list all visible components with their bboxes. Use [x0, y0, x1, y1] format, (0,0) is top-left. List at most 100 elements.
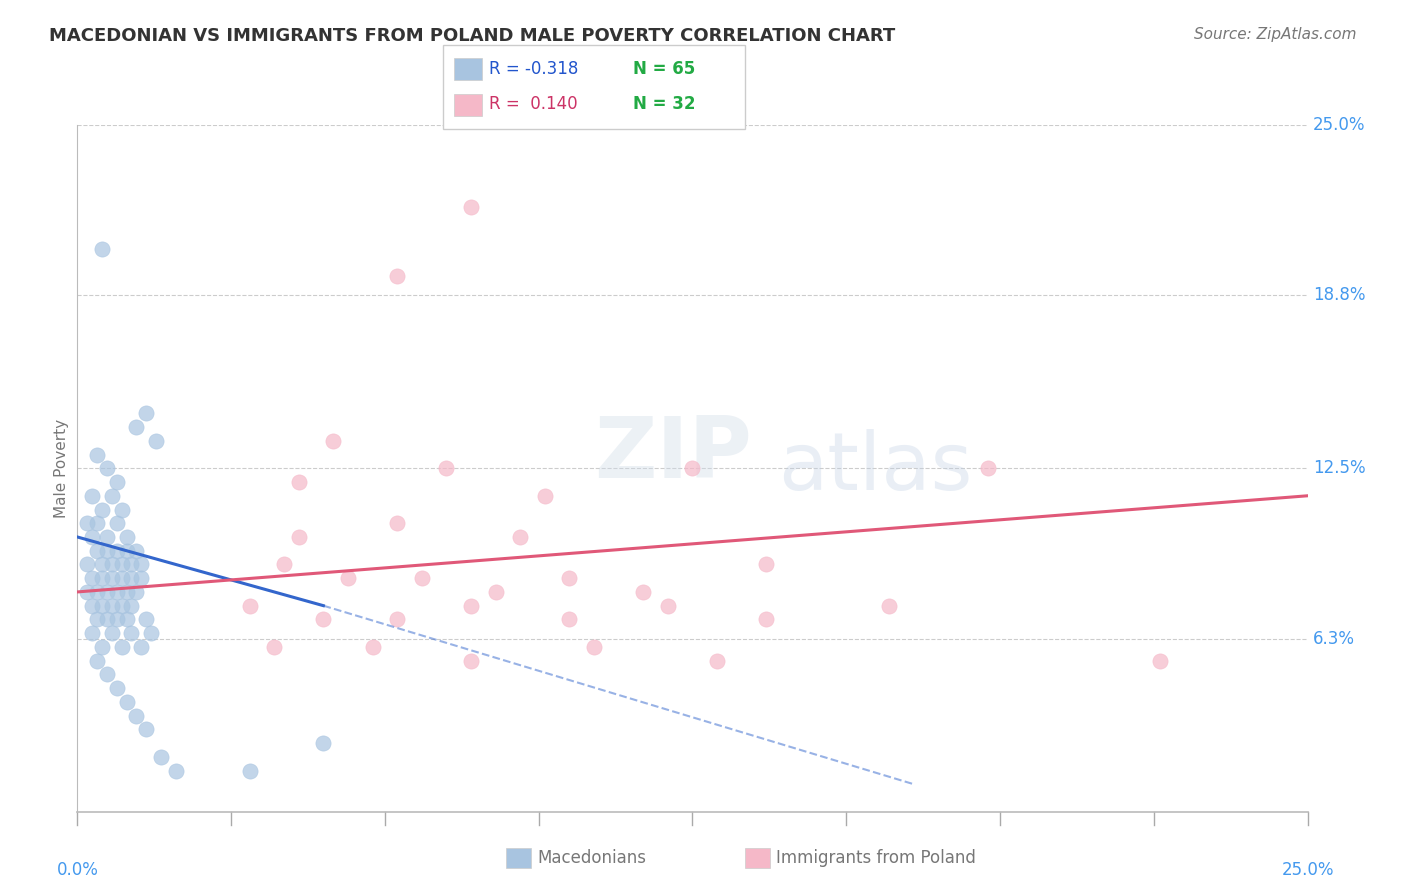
Text: atlas: atlas: [779, 429, 973, 508]
Text: ZIP: ZIP: [595, 413, 752, 496]
Point: [273, 558, 295, 572]
Point: [115, 612, 138, 626]
Point: [96, 543, 118, 558]
Point: [385, 612, 409, 626]
Point: [385, 516, 409, 531]
Text: N = 32: N = 32: [633, 95, 695, 113]
Point: [111, 640, 132, 654]
Text: 18.8%: 18.8%: [1313, 286, 1365, 304]
Point: [82, 626, 104, 640]
Point: [90, 558, 114, 572]
Point: [239, 764, 262, 778]
Point: [135, 612, 157, 626]
Point: [86, 516, 108, 531]
Point: [558, 612, 581, 626]
Point: [96, 585, 118, 599]
Text: 25.0%: 25.0%: [1281, 861, 1334, 880]
Point: [485, 585, 508, 599]
Point: [121, 571, 143, 585]
Point: [105, 516, 128, 531]
Point: [121, 626, 143, 640]
Point: [312, 612, 335, 626]
Point: [312, 736, 335, 750]
Point: [385, 268, 409, 283]
Point: [96, 667, 118, 681]
Point: [111, 599, 132, 613]
Point: [90, 571, 114, 585]
Point: [411, 571, 433, 585]
Point: [105, 612, 128, 626]
Text: MACEDONIAN VS IMMIGRANTS FROM POLAND MALE POVERTY CORRELATION CHART: MACEDONIAN VS IMMIGRANTS FROM POLAND MAL…: [49, 27, 896, 45]
Text: R = -0.318: R = -0.318: [489, 60, 579, 78]
Point: [322, 434, 344, 448]
Point: [239, 599, 262, 613]
Point: [86, 543, 108, 558]
Point: [436, 461, 458, 475]
Point: [90, 599, 114, 613]
Point: [460, 200, 482, 214]
Point: [101, 626, 124, 640]
Point: [121, 599, 143, 613]
Point: [534, 489, 557, 503]
Point: [82, 489, 104, 503]
Point: [633, 585, 655, 599]
Point: [288, 530, 311, 544]
Point: [105, 543, 128, 558]
Point: [135, 406, 157, 420]
Point: [141, 626, 163, 640]
Point: [755, 558, 778, 572]
Point: [105, 475, 128, 489]
Point: [165, 764, 187, 778]
Point: [706, 654, 728, 668]
Point: [115, 543, 138, 558]
Point: [460, 654, 482, 668]
Point: [82, 599, 104, 613]
Point: [86, 654, 108, 668]
Text: Macedonians: Macedonians: [537, 849, 647, 867]
Point: [101, 558, 124, 572]
Point: [337, 571, 360, 585]
Point: [96, 612, 118, 626]
Point: [125, 543, 148, 558]
Point: [125, 585, 148, 599]
Point: [129, 640, 153, 654]
Point: [125, 420, 148, 434]
Point: [76, 558, 98, 572]
Point: [288, 475, 311, 489]
Point: [361, 640, 384, 654]
Point: [82, 571, 104, 585]
Text: R =  0.140: R = 0.140: [489, 95, 578, 113]
Point: [150, 749, 173, 764]
Point: [682, 461, 704, 475]
Point: [977, 461, 1000, 475]
Point: [101, 489, 124, 503]
Text: 6.3%: 6.3%: [1313, 630, 1355, 648]
Point: [263, 640, 285, 654]
Point: [115, 695, 138, 709]
Text: Immigrants from Poland: Immigrants from Poland: [776, 849, 976, 867]
Point: [115, 585, 138, 599]
Point: [125, 708, 148, 723]
Text: 25.0%: 25.0%: [1313, 116, 1365, 134]
Point: [105, 585, 128, 599]
Point: [135, 723, 157, 737]
Point: [111, 571, 132, 585]
Point: [129, 558, 153, 572]
Point: [96, 530, 118, 544]
Point: [101, 599, 124, 613]
Point: [90, 242, 114, 256]
Point: [82, 530, 104, 544]
Point: [509, 530, 531, 544]
Point: [460, 599, 482, 613]
Point: [129, 571, 153, 585]
Y-axis label: Male Poverty: Male Poverty: [53, 418, 69, 518]
Point: [121, 558, 143, 572]
Point: [86, 585, 108, 599]
Point: [101, 571, 124, 585]
Point: [86, 612, 108, 626]
Point: [583, 640, 606, 654]
Point: [558, 571, 581, 585]
Point: [879, 599, 901, 613]
Point: [90, 502, 114, 516]
Point: [115, 530, 138, 544]
